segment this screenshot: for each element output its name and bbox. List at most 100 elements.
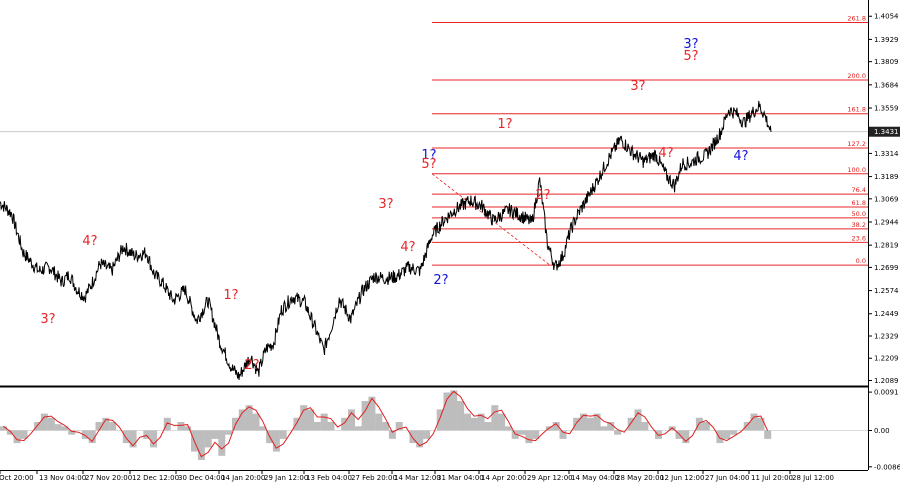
oscillator-bar [348, 409, 355, 431]
oscillator-bar [279, 430, 287, 439]
oscillator-bar [757, 417, 765, 431]
fib-level-label: 50.0 [852, 210, 866, 218]
oscillator-bar [361, 401, 369, 431]
oscillator-bar [354, 426, 362, 431]
price-tick-label: 1.2944 [874, 218, 899, 226]
oscillator-bar [470, 417, 478, 431]
oscillator-bar [163, 417, 171, 431]
time-tick-label: 14 Apr 20:00 [481, 474, 527, 482]
oscillator-bar [293, 417, 301, 431]
price-axis: 1.40541.39291.38091.36841.35591.34391.33… [868, 13, 900, 385]
oscillator-bar [655, 430, 662, 439]
oscillator-bar [313, 422, 321, 431]
oscillator-bar [730, 430, 738, 435]
oscillator-bar [443, 392, 451, 431]
oscillator-bar [627, 417, 635, 431]
oscillator-bar [197, 430, 205, 460]
price-series-line [0, 100, 772, 381]
wave-label: 4? [658, 146, 673, 161]
oscillator-bar [102, 417, 110, 431]
oscillator-bar [600, 426, 608, 431]
oscillator-bar [368, 396, 376, 431]
price-tick-label: 1.2329 [874, 332, 899, 340]
wave-label: 2? [433, 273, 448, 288]
oscillator-panel [0, 390, 868, 460]
oscillator-signal-line [3, 390, 769, 458]
time-tick-label: 12 Jun 12:00 [660, 474, 704, 482]
time-tick-label: 13 Nov 04:00 [39, 474, 86, 482]
oscillator-bar [552, 422, 560, 431]
oscillator-bar [702, 422, 710, 431]
oscillator-bar [245, 405, 253, 431]
oscillator-bar [395, 422, 403, 431]
oscillator-bar [81, 430, 89, 439]
oscillator-bar [682, 430, 690, 444]
price-tick-label: 1.3809 [874, 58, 899, 66]
oscillator-bar [40, 413, 48, 431]
price-tick-label: 1.2209 [874, 355, 899, 363]
oscillator-bar [723, 430, 731, 439]
oscillator-bar [225, 430, 233, 435]
time-tick-label: 12 Dec 12:00 [132, 474, 179, 482]
price-tick-label: 1.4054 [874, 13, 899, 21]
oscillator-bar [457, 401, 465, 431]
fib-level-label: 127.2 [847, 140, 866, 148]
main-panel: 261.8 200.0 161.8 127.2 100.0 76.4 61.8 50.0 38.… [0, 15, 868, 381]
oscillator-bar [272, 430, 280, 452]
oscillator-bar [416, 430, 424, 448]
time-tick-label: 31 Mar 04:00 [437, 474, 484, 482]
wave-label: 4? [400, 240, 415, 255]
oscillator-bar [0, 426, 7, 431]
time-tick-label: 29 Jan 12:00 [264, 474, 308, 482]
oscillator-bar [532, 430, 540, 439]
time-tick-label: 14 Mar 12:00 [394, 474, 441, 482]
price-tick-label: 1.3189 [874, 173, 899, 181]
oscillator-bar [675, 430, 683, 439]
oscillator-bar [177, 422, 185, 431]
time-tick-label: 28 Jul 12:00 [792, 474, 834, 482]
wave-label: 4? [733, 149, 748, 164]
price-tick-label: 1.3684 [874, 81, 899, 89]
oscillator-bar [580, 413, 587, 431]
oscillator-bar [641, 422, 649, 431]
oscillator-bar [47, 417, 55, 431]
oscillator-bar [382, 422, 390, 431]
oscillator-bar [743, 422, 751, 431]
fib-level-label: 261.8 [847, 15, 866, 23]
oscillator-tick-label: -0.00862 [874, 463, 900, 471]
fib-level-label: 61.8 [852, 199, 866, 207]
oscillator-bar [6, 430, 14, 435]
current-price-tag [869, 126, 900, 137]
oscillator-axis: 0.0091 0.00 -0.00862 [868, 389, 900, 471]
oscillator-bar [88, 430, 96, 444]
oscillator-bar [388, 430, 396, 439]
price-tick-label: 1.2819 [874, 242, 899, 250]
time-tick-label: 27 Nov 20:00 [85, 474, 132, 482]
price-tick-label: 1.2089 [874, 377, 899, 385]
oscillator-bar [518, 430, 526, 435]
fib-level-label: 23.6 [852, 234, 866, 242]
oscillator-bar [95, 422, 103, 431]
oscillator-bar [150, 430, 158, 448]
fib-level-label: 200.0 [847, 72, 866, 80]
time-tick-label: 14 Jan 20:00 [221, 474, 265, 482]
price-tick-label: 1.2699 [874, 264, 899, 272]
time-tick-label: 13 Feb 04:00 [306, 474, 352, 482]
oscillator-bar [13, 430, 21, 444]
oscillator-bar [484, 422, 492, 431]
oscillator-bar [525, 430, 533, 444]
price-tick-label: 1.3559 [874, 104, 899, 112]
oscillator-bar [300, 405, 308, 431]
oscillator-bar [61, 426, 69, 431]
oscillator-bar [307, 409, 314, 431]
oscillator-bar [750, 413, 758, 431]
oscillator-bar [68, 430, 76, 435]
fib-level-label: 76.4 [852, 186, 866, 194]
oscillator-bar [204, 430, 212, 448]
oscillator-tick-label: 0.0091 [874, 389, 899, 397]
oscillator-bar [20, 430, 28, 439]
wave-label: 3? [40, 312, 55, 327]
oscillator-bar [327, 422, 335, 431]
